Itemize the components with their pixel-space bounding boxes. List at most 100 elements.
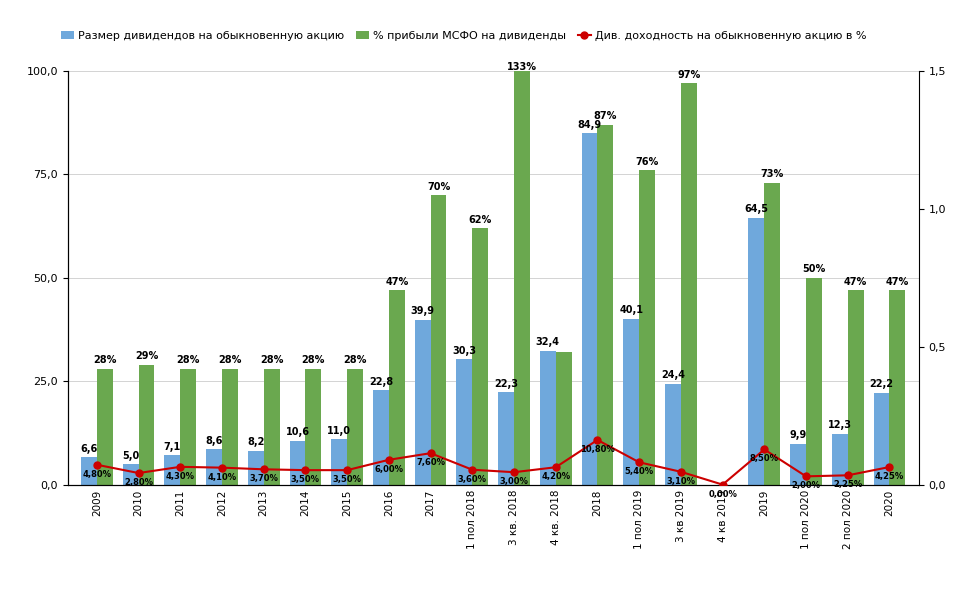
Text: 10,80%: 10,80%	[580, 445, 615, 454]
Bar	[415, 320, 430, 485]
Text: 2,25%: 2,25%	[834, 480, 863, 489]
Bar	[347, 369, 363, 485]
Text: 5,40%: 5,40%	[625, 467, 654, 476]
Text: 8,2: 8,2	[248, 437, 265, 447]
Text: 28%: 28%	[260, 355, 283, 365]
Bar	[832, 434, 848, 485]
Bar	[389, 290, 405, 485]
Bar	[598, 125, 613, 485]
Bar	[138, 365, 155, 485]
Text: 5,0: 5,0	[122, 450, 139, 460]
Text: 47%: 47%	[385, 277, 408, 287]
Text: 4,20%: 4,20%	[542, 472, 571, 481]
Bar	[123, 464, 138, 485]
Bar	[248, 451, 264, 485]
Bar	[289, 441, 306, 485]
Bar	[806, 278, 822, 485]
Див. доходность на обыкновенную акцию в %	[633, 459, 645, 466]
Bar	[498, 392, 514, 485]
Text: 50%: 50%	[803, 264, 826, 274]
Text: 70%: 70%	[426, 181, 451, 191]
Bar	[848, 290, 864, 485]
Див. доходность на обыкновенную акцию в %	[217, 464, 228, 471]
Text: 97%: 97%	[677, 70, 700, 80]
Див. доходность на обыкновенную акцию в %	[383, 456, 395, 463]
Text: 4,80%: 4,80%	[82, 470, 111, 479]
Text: 3,00%: 3,00%	[500, 477, 528, 486]
Bar	[206, 449, 222, 485]
Text: 6,00%: 6,00%	[374, 465, 403, 474]
Див. доходность на обыкновенную акцию в %	[842, 472, 854, 479]
Text: 4,30%: 4,30%	[165, 472, 194, 481]
Bar	[748, 218, 764, 485]
Bar	[456, 359, 472, 485]
Text: 40,1: 40,1	[619, 306, 643, 316]
Text: 87%: 87%	[594, 111, 617, 121]
Bar	[180, 369, 196, 485]
Bar	[624, 319, 639, 485]
Text: 28%: 28%	[93, 355, 116, 365]
Text: 24,4: 24,4	[661, 371, 685, 381]
Text: 64,5: 64,5	[745, 204, 769, 215]
Bar	[81, 457, 97, 485]
Legend: Размер дивидендов на обыкновенную акцию, % прибыли МСФО на дивиденды, Див. доход: Размер дивидендов на обыкновенную акцию,…	[56, 27, 871, 46]
Див. доходность на обыкновенную акцию в %	[341, 467, 353, 474]
Text: 2,00%: 2,00%	[792, 481, 821, 491]
Text: 29%: 29%	[135, 351, 159, 361]
Bar	[873, 393, 890, 485]
Text: 47%: 47%	[844, 277, 867, 287]
Bar	[264, 369, 279, 485]
Див. доходность на обыкновенную акцию в %	[509, 469, 520, 476]
Bar	[556, 352, 571, 485]
Text: 9,9: 9,9	[789, 430, 806, 440]
Див. доходность на обыкновенную акцию в %	[258, 466, 270, 473]
Text: 4,10%: 4,10%	[208, 473, 237, 482]
Text: 3,60%: 3,60%	[457, 475, 486, 483]
Text: 6,6: 6,6	[80, 444, 98, 454]
Text: 7,1: 7,1	[163, 442, 181, 452]
Bar	[164, 455, 180, 485]
Text: 12,3: 12,3	[828, 420, 852, 430]
Text: 22,2: 22,2	[869, 379, 894, 389]
Text: 3,50%: 3,50%	[333, 475, 362, 484]
Text: 28%: 28%	[343, 355, 366, 365]
Див. доходность на обыкновенную акцию в %	[300, 467, 311, 474]
Text: 8,50%: 8,50%	[749, 454, 778, 463]
Bar	[373, 390, 389, 485]
Text: 62%: 62%	[469, 215, 492, 225]
Bar	[430, 195, 447, 485]
Text: 30,3: 30,3	[453, 346, 477, 356]
Див. доходность на обыкновенную акцию в %	[801, 473, 812, 480]
Text: 32,4: 32,4	[536, 337, 560, 348]
Bar	[581, 134, 598, 485]
Див. доходность на обыкновенную акцию в %	[592, 436, 603, 443]
Bar	[540, 350, 556, 485]
Див. доходность на обыкновенную акцию в %	[466, 466, 478, 473]
Bar	[681, 83, 697, 485]
Line: Див. доходность на обыкновенную акцию в %: Див. доходность на обыкновенную акцию в …	[94, 437, 893, 488]
Bar	[665, 384, 681, 485]
Див. доходность на обыкновенную акцию в %	[132, 469, 144, 476]
Text: 3,10%: 3,10%	[666, 477, 695, 486]
Див. доходность на обыкновенную акцию в %	[425, 450, 436, 457]
Text: 3,70%: 3,70%	[249, 474, 278, 483]
Text: 73%: 73%	[761, 169, 784, 179]
Text: 133%: 133%	[507, 61, 537, 72]
Bar	[472, 228, 488, 485]
Text: 11,0: 11,0	[327, 426, 351, 436]
Text: 22,3: 22,3	[494, 379, 518, 389]
Bar	[764, 183, 780, 485]
Text: 84,9: 84,9	[577, 120, 601, 130]
Text: 28%: 28%	[177, 355, 200, 365]
Text: 28%: 28%	[219, 355, 242, 365]
Bar	[222, 369, 238, 485]
Bar	[639, 170, 655, 485]
Text: 76%: 76%	[635, 157, 659, 167]
Text: 22,8: 22,8	[368, 377, 393, 387]
Text: 4,25%: 4,25%	[875, 472, 904, 481]
Bar	[306, 369, 321, 485]
Text: 39,9: 39,9	[411, 306, 435, 316]
Див. доходность на обыкновенную акцию в %	[91, 461, 103, 468]
Text: 10,6: 10,6	[285, 427, 309, 437]
Text: 28%: 28%	[302, 355, 325, 365]
